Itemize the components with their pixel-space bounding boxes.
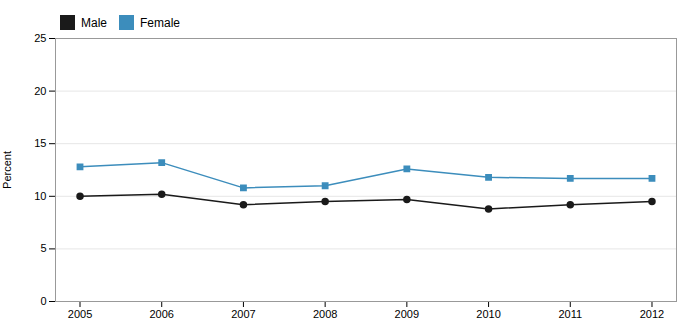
svg-text:2009: 2009 [395, 308, 419, 320]
svg-text:25: 25 [34, 32, 46, 44]
html-text:Female: Female [140, 15, 180, 30]
svg-text:5: 5 [40, 242, 46, 254]
svg-text:2008: 2008 [313, 308, 337, 320]
svg-text:2010: 2010 [476, 308, 500, 320]
html-text:Male: Male [81, 15, 107, 30]
svg-text:2005: 2005 [68, 308, 92, 320]
svg-text:2007: 2007 [231, 308, 255, 320]
svg-text:10: 10 [34, 190, 46, 202]
svg-text:0: 0 [40, 295, 46, 307]
svg-text:2006: 2006 [149, 308, 173, 320]
svg-text:2012: 2012 [640, 308, 664, 320]
svg-text:2011: 2011 [558, 308, 582, 320]
svg-text:15: 15 [34, 137, 46, 149]
svg-text:20: 20 [34, 85, 46, 97]
svg-text:Percent: Percent [1, 151, 13, 189]
